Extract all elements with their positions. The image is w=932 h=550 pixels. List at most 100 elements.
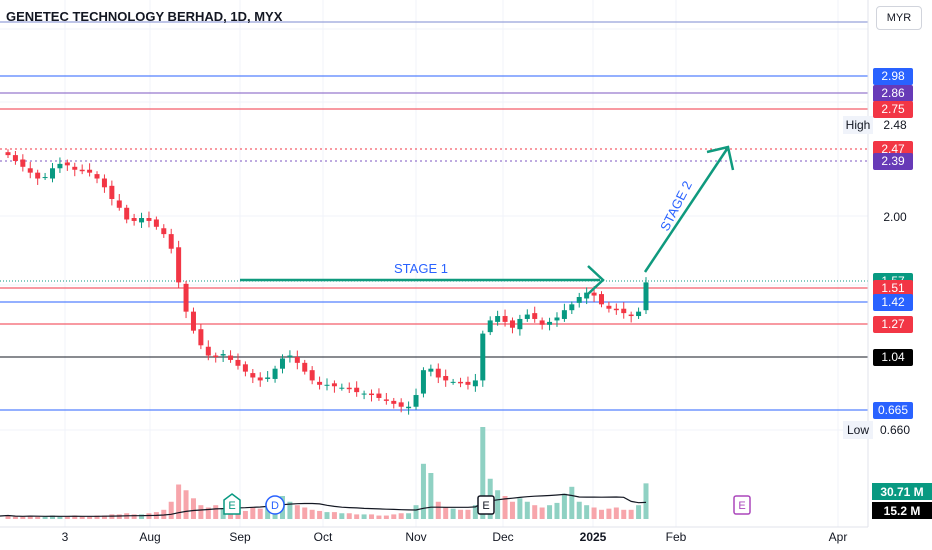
stage1-label[interactable]: STAGE 1 bbox=[394, 261, 448, 276]
candle-body bbox=[294, 357, 300, 363]
price-label-text: 1.42 bbox=[881, 295, 905, 309]
volume-bar bbox=[361, 514, 367, 519]
volume-label-text: 30.71 M bbox=[880, 485, 923, 499]
candle-body bbox=[591, 292, 597, 296]
price-label-box bbox=[873, 294, 913, 311]
candle-body bbox=[94, 174, 100, 179]
candle-body bbox=[331, 383, 337, 387]
price-label-text: 1.04 bbox=[881, 350, 905, 364]
candle-body bbox=[101, 178, 107, 188]
candle-body bbox=[636, 311, 642, 317]
event-marker-E bbox=[477, 495, 495, 515]
stage1-arrow-head bbox=[587, 265, 605, 295]
candle-body bbox=[613, 308, 619, 311]
time-axis[interactable]: 3 Aug Sep Oct Nov Dec 2025 Feb Apr bbox=[62, 530, 848, 544]
volume-bar bbox=[57, 516, 63, 519]
volume-bar bbox=[94, 515, 100, 519]
candle-body bbox=[458, 381, 464, 384]
candle-body bbox=[502, 316, 508, 322]
volume-bar bbox=[324, 512, 330, 519]
candle-body bbox=[302, 362, 308, 372]
candle-body bbox=[472, 380, 478, 387]
volume-bar bbox=[131, 514, 137, 519]
volume-labels: 30.71 M 15.2 M bbox=[872, 483, 932, 519]
candle-body bbox=[369, 393, 375, 396]
event-marker-E bbox=[733, 495, 751, 515]
volume-bar bbox=[346, 513, 352, 519]
volume-ma-line bbox=[0, 493, 647, 517]
volume-bar bbox=[554, 502, 560, 519]
candle-body bbox=[287, 355, 293, 357]
candle-body bbox=[64, 162, 70, 166]
volume-bar bbox=[443, 507, 449, 519]
volume-label-text: 15.2 M bbox=[884, 504, 921, 518]
volume-bar bbox=[584, 505, 590, 519]
volume-bar bbox=[406, 513, 412, 519]
volume-bar bbox=[79, 516, 85, 519]
candle-body bbox=[628, 314, 634, 317]
candle-body bbox=[554, 317, 560, 321]
candle-body bbox=[205, 346, 211, 356]
x-tick-3: 3 bbox=[62, 530, 69, 544]
candle-body bbox=[413, 395, 419, 407]
volume-bar bbox=[12, 516, 18, 519]
volume-bar bbox=[242, 510, 248, 519]
candle-body bbox=[361, 393, 367, 395]
volume-bar bbox=[591, 507, 597, 519]
candle-body bbox=[139, 218, 145, 223]
candle-body bbox=[398, 402, 404, 407]
candle-body bbox=[480, 333, 486, 381]
candle-body bbox=[598, 294, 604, 305]
horizontal-levels[interactable] bbox=[0, 21, 868, 411]
candle-body bbox=[576, 297, 582, 303]
candle-body bbox=[279, 358, 285, 369]
candle-body bbox=[569, 304, 575, 311]
volume-bar bbox=[524, 501, 530, 519]
candle-body bbox=[176, 247, 182, 283]
candle-body bbox=[383, 399, 389, 401]
candle-body bbox=[643, 282, 649, 311]
candle-body bbox=[406, 406, 412, 409]
candle-body bbox=[435, 368, 441, 378]
price-label-box bbox=[873, 153, 913, 170]
volume-bar bbox=[517, 498, 523, 519]
candle-body bbox=[42, 177, 48, 179]
candle-body bbox=[57, 163, 63, 169]
currency-button[interactable]: MYR bbox=[876, 6, 922, 30]
volume-bar bbox=[569, 486, 575, 519]
volume-bar bbox=[146, 513, 152, 519]
candle-body bbox=[495, 316, 501, 322]
candle-body bbox=[250, 373, 256, 378]
candle-body bbox=[228, 355, 234, 360]
volume-bar bbox=[472, 505, 478, 519]
volume-bar bbox=[317, 510, 323, 519]
price-tick-2-00: 2.00 bbox=[883, 210, 907, 224]
x-tick-nov: Nov bbox=[405, 530, 426, 544]
candle-body bbox=[235, 359, 241, 366]
volume-bar bbox=[465, 509, 471, 519]
volume-bar bbox=[369, 514, 375, 519]
candle-body bbox=[391, 400, 397, 404]
hl-label-name: Low bbox=[847, 423, 869, 437]
price-labels: 2.982.862.752.472.391.571.511.421.271.04… bbox=[873, 68, 913, 419]
candle-body bbox=[50, 168, 56, 179]
event-marker-label: D bbox=[271, 500, 279, 512]
candle-body bbox=[539, 320, 545, 325]
candle-body bbox=[109, 185, 115, 199]
candle-body bbox=[220, 354, 226, 356]
candle-body bbox=[257, 377, 263, 381]
volume-bar bbox=[302, 507, 308, 519]
price-label-text: 2.86 bbox=[881, 86, 905, 100]
candle-body bbox=[20, 159, 26, 167]
volume-bar bbox=[294, 505, 300, 519]
annotation-arrows[interactable] bbox=[240, 145, 735, 295]
candle-body bbox=[213, 355, 219, 357]
candle-body bbox=[354, 387, 360, 393]
candle-body bbox=[561, 310, 567, 319]
volume-bar bbox=[198, 505, 204, 519]
candle-body bbox=[272, 368, 278, 379]
volume-bar bbox=[428, 473, 434, 519]
volume-label-box bbox=[872, 483, 932, 500]
